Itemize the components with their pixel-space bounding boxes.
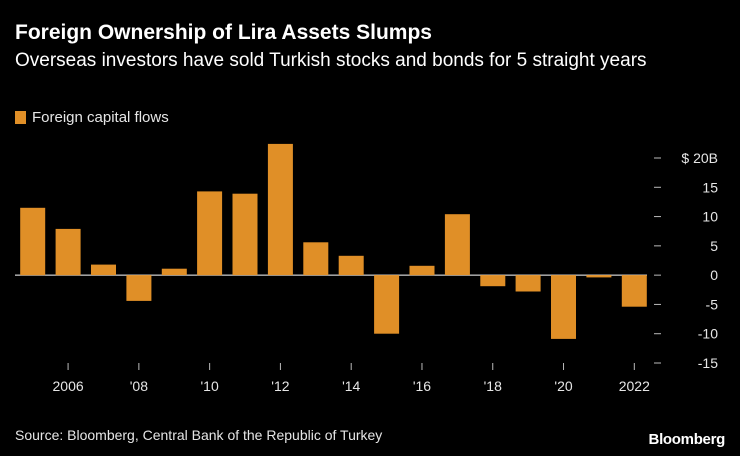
x-tick-label-2006: 2006 [53, 378, 84, 394]
bar-2016 [409, 265, 435, 276]
x-tick-label-2012: '12 [271, 378, 289, 394]
y-axis: $ 20B 15 10 5 0 -5 -10 -15 [654, 150, 718, 371]
bar-2014 [338, 255, 364, 276]
source-note: Source: Bloomberg, Central Bank of the R… [15, 427, 383, 443]
y-tick-label--10: -10 [698, 326, 718, 342]
x-tick-label-2020: '20 [554, 378, 572, 394]
x-tick-label-2010: '10 [201, 378, 219, 394]
bar-2022 [621, 275, 647, 307]
legend-label: Foreign capital flows [32, 109, 169, 126]
chart-subtitle: Overseas investors have sold Turkish sto… [15, 50, 647, 71]
x-tick-label-2016: '16 [413, 378, 431, 394]
y-tick-label-5: 5 [710, 238, 718, 254]
bloomberg-logo: Bloomberg [648, 431, 726, 448]
bar-2017 [444, 214, 470, 276]
bar-2018 [480, 275, 506, 287]
bar-2010 [197, 191, 223, 276]
bar-2009 [161, 268, 187, 276]
bar-2007 [91, 264, 116, 276]
bar-2013 [303, 242, 329, 276]
bars-group [15, 143, 647, 339]
x-tick-label-2018: '18 [484, 378, 502, 394]
y-tick-label--5: -5 [706, 296, 719, 312]
y-tick-label--15: -15 [698, 355, 718, 371]
bar-2011 [232, 193, 258, 276]
x-tick-label-2022: 2022 [619, 378, 650, 394]
bar-2021 [586, 275, 612, 278]
chart-title: Foreign Ownership of Lira Assets Slumps [15, 21, 432, 44]
y-tick-label-0: 0 [710, 267, 718, 283]
legend: Foreign capital flows [15, 109, 169, 126]
y-tick-label-10: 10 [702, 209, 718, 225]
bar-2020 [551, 275, 576, 339]
bar-2015 [374, 275, 400, 334]
x-tick-label-2008: '08 [130, 378, 148, 394]
y-tick-label-20: $ 20B [681, 150, 718, 166]
bar-2005 [20, 207, 46, 276]
bar-2008 [126, 275, 152, 301]
bar-2006 [55, 228, 81, 276]
y-tick-label-15: 15 [702, 179, 718, 195]
bar-2012 [267, 143, 293, 276]
bar-2019 [515, 275, 541, 292]
x-axis: 2006 '08 '10 '12 '14 '16 '18 '20 2022 [53, 363, 650, 394]
legend-swatch [15, 111, 26, 124]
x-tick-label-2014: '14 [342, 378, 360, 394]
